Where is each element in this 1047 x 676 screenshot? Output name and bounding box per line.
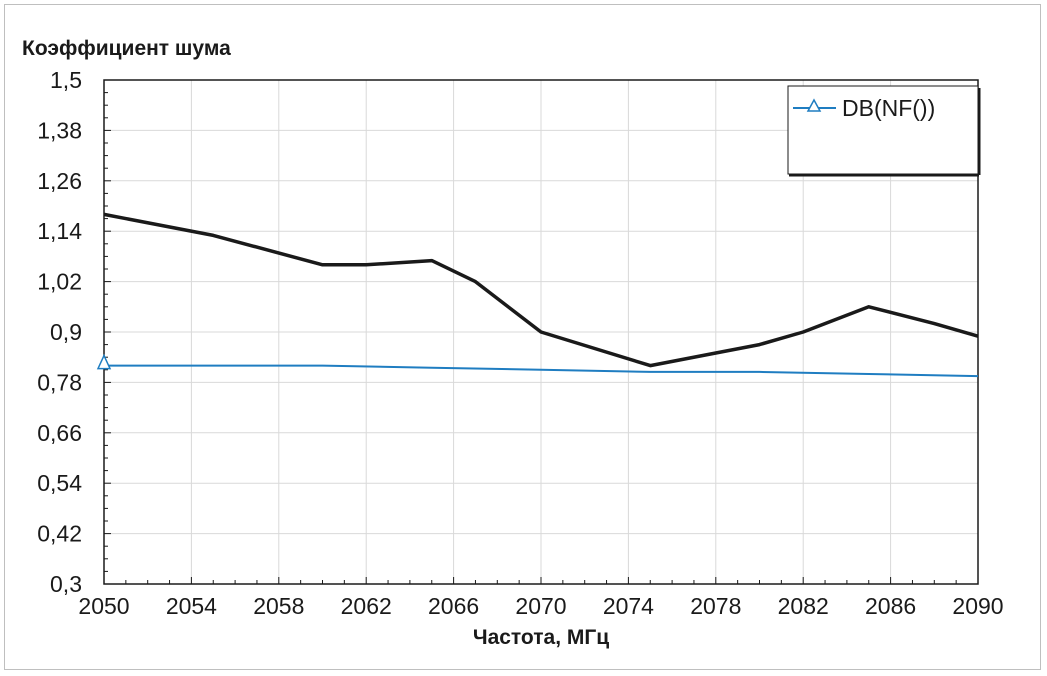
legend: DB(NF()) bbox=[787, 85, 981, 177]
x-tick-label: 2062 bbox=[341, 593, 392, 619]
y-tick-label: 1,02 bbox=[37, 269, 82, 295]
y-tick-label: 0,9 bbox=[50, 319, 82, 345]
y-tick-label: 1,5 bbox=[50, 67, 82, 93]
x-tick-label: 2066 bbox=[428, 593, 479, 619]
series-marker-triangle bbox=[96, 353, 112, 370]
x-tick-label: 2086 bbox=[865, 593, 916, 619]
x-tick-label: 2078 bbox=[690, 593, 741, 619]
legend-box bbox=[787, 85, 979, 175]
y-tick-label: 0,54 bbox=[37, 470, 82, 496]
series-lines bbox=[96, 212, 979, 378]
x-tick-label: 2070 bbox=[515, 593, 566, 619]
x-tick-label: 2090 bbox=[952, 593, 1003, 619]
y-axis-ticks: 0,3 0,42 0,54 0,66 0,78 0,9 1,02 1,14 1,26 1,38 1,… bbox=[37, 67, 111, 597]
x-tick-label: 2050 bbox=[78, 593, 129, 619]
legend-label-db-nf: DB(NF()) bbox=[842, 95, 935, 121]
y-tick-label: 1,38 bbox=[37, 117, 82, 143]
y-tick-label: 0,78 bbox=[37, 369, 82, 395]
x-axis-label: Частота, МГц bbox=[473, 626, 609, 649]
y-tick-label: 0,66 bbox=[37, 420, 82, 446]
x-tick-label: 2058 bbox=[253, 593, 304, 619]
y-tick-label: 0,3 bbox=[50, 571, 82, 597]
series-line-black bbox=[103, 212, 979, 368]
series-line-db-nf bbox=[104, 364, 979, 378]
x-tick-label: 2074 bbox=[603, 593, 654, 619]
legend-marker-triangle bbox=[806, 98, 822, 112]
y-tick-label: 1,14 bbox=[37, 218, 82, 244]
y-tick-label: 0,42 bbox=[37, 521, 82, 547]
x-axis-ticks: 2050 2054 2058 2062 2066 2070 2074 2078 2082 2086… bbox=[78, 577, 1004, 619]
x-tick-label: 2054 bbox=[166, 593, 217, 619]
chart-title: Коэффициент шума bbox=[22, 37, 231, 60]
x-tick-label: 2082 bbox=[778, 593, 829, 619]
y-tick-label: 1,26 bbox=[37, 168, 82, 194]
